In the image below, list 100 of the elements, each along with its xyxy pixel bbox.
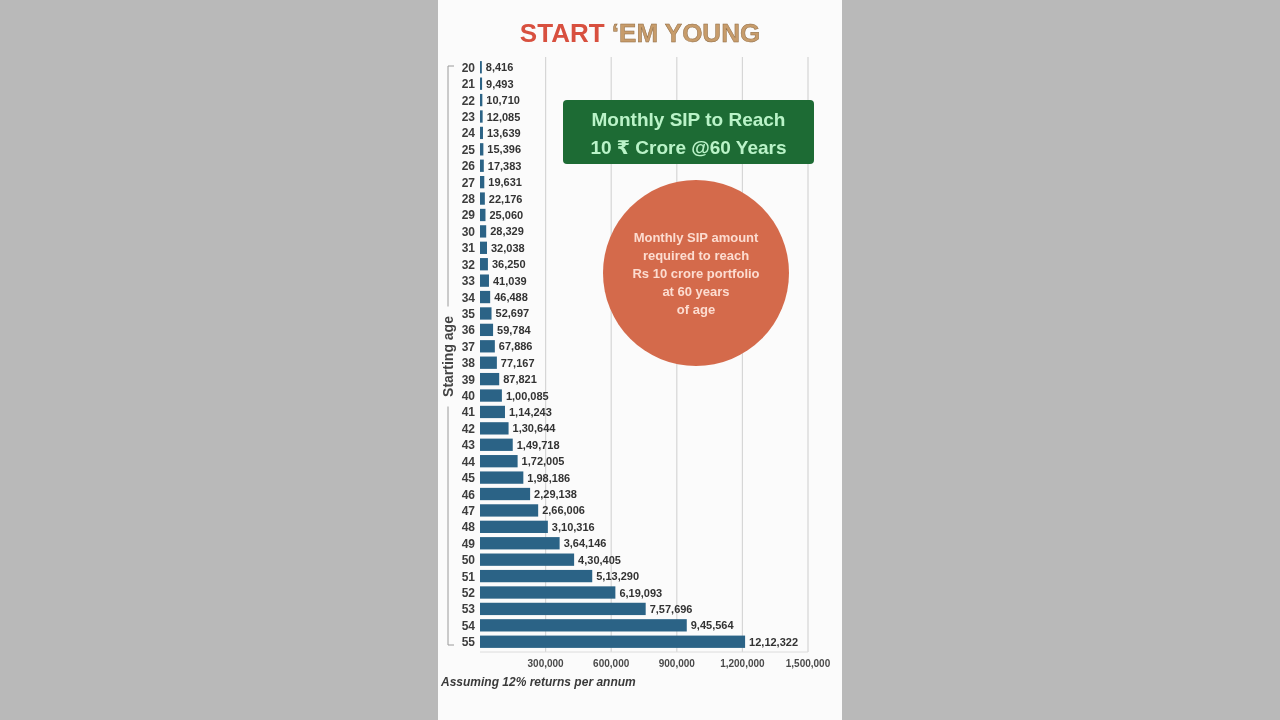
y-tick-label: 36 xyxy=(461,323,476,338)
x-tick-label: 1,500,000 xyxy=(785,658,831,669)
bar xyxy=(480,553,575,566)
bar xyxy=(480,307,492,320)
y-tick-label: 26 xyxy=(461,159,476,174)
data-label: 3,10,316 xyxy=(551,520,595,533)
y-tick-label: 43 xyxy=(461,438,476,453)
y-tick-label: 53 xyxy=(461,602,476,617)
y-tick-label: 51 xyxy=(461,569,476,584)
data-label: 77,167 xyxy=(500,356,535,369)
bar xyxy=(480,520,548,533)
data-label: 67,886 xyxy=(498,340,533,353)
y-tick-label: 49 xyxy=(461,536,476,551)
data-label: 13,639 xyxy=(486,126,521,139)
bar xyxy=(480,487,531,501)
data-label: 3,64,146 xyxy=(563,537,607,550)
annotation: Monthly SIP amount required to reach Rs 10 crore portfolio at 60 years of age xyxy=(632,230,760,317)
x-tick-label: 300,000 xyxy=(527,658,565,669)
y-tick-label: 40 xyxy=(461,389,476,404)
y-tick-label: 37 xyxy=(461,339,476,354)
text: Monthly SIP to Reach 10 ₹ Crore @60 Years xyxy=(590,109,787,158)
y-tick-label: 25 xyxy=(461,142,476,157)
y-tick-label: 38 xyxy=(461,356,476,371)
bar xyxy=(480,110,483,123)
y-tick-label: 50 xyxy=(461,553,476,568)
bar xyxy=(480,372,500,386)
x-tick-label: 600,000 xyxy=(593,658,630,669)
data-label: 41,039 xyxy=(492,274,527,287)
y-tick-label: 42 xyxy=(461,421,476,436)
data-label: 2,66,006 xyxy=(542,504,585,517)
data-label: 22,176 xyxy=(488,192,523,205)
data-label: 12,085 xyxy=(486,110,521,123)
y-tick-label: 23 xyxy=(461,110,476,124)
chart-title: START ‘EM YOUNG xyxy=(519,18,761,48)
bar xyxy=(480,504,539,517)
data-label: 6,19,093 xyxy=(619,586,663,599)
y-tick-label: 44 xyxy=(461,454,476,469)
bar xyxy=(480,389,502,402)
data-label: 28,329 xyxy=(490,225,524,238)
y-tick-label: 34 xyxy=(461,290,476,305)
data-label: 8,416 xyxy=(485,61,514,74)
y-tick-label: 45 xyxy=(461,471,476,486)
data-label: 1,72,005 xyxy=(521,455,565,468)
bar xyxy=(480,422,509,435)
y-axis-title: Starting age xyxy=(440,315,456,397)
bar xyxy=(480,586,616,599)
y-tick-label: 48 xyxy=(461,520,476,535)
y-tick-label: 21 xyxy=(461,77,476,92)
bar xyxy=(480,619,687,632)
y-tick-label: 54 xyxy=(461,618,476,633)
y-tick-label: 22 xyxy=(461,93,476,108)
y-tick-label: 52 xyxy=(461,586,476,600)
bar xyxy=(480,635,746,648)
bar xyxy=(480,356,497,369)
bar xyxy=(480,537,560,550)
data-label: 15,396 xyxy=(487,143,522,156)
bar xyxy=(480,192,485,205)
bar xyxy=(480,274,489,287)
data-label: 87,821 xyxy=(503,373,537,386)
data-label: 32,038 xyxy=(491,241,525,254)
data-label: 1,00,085 xyxy=(505,389,549,402)
text: Assuming 12% returns per annum xyxy=(440,675,637,689)
bar xyxy=(480,323,494,337)
data-label: 9,45,564 xyxy=(690,619,735,632)
bar xyxy=(480,225,487,238)
bar xyxy=(480,602,646,616)
y-tick-label: 35 xyxy=(461,306,476,321)
y-tick-label: 47 xyxy=(461,503,476,518)
y-tick-label: 29 xyxy=(461,208,476,223)
data-label: 19,631 xyxy=(488,176,522,189)
y-tick-label: 32 xyxy=(461,257,476,272)
bar xyxy=(480,258,488,271)
y-tick-label: 41 xyxy=(461,405,476,420)
data-label: 1,30,644 xyxy=(512,422,557,435)
x-tick-label: 900,000 xyxy=(658,658,696,669)
data-label: 36,250 xyxy=(491,258,526,271)
y-tick-label: 27 xyxy=(461,175,476,190)
y-tick-label: 28 xyxy=(461,192,476,207)
bar xyxy=(480,405,505,419)
data-label: 1,14,243 xyxy=(508,405,552,418)
y-tick-label: 46 xyxy=(461,487,476,502)
bar xyxy=(480,340,495,353)
bar xyxy=(480,290,491,304)
bar xyxy=(480,77,483,90)
data-label: 17,383 xyxy=(487,159,522,172)
data-label: 2,29,138 xyxy=(534,488,577,501)
bar xyxy=(480,159,484,172)
y-tick-label: 20 xyxy=(461,60,476,75)
data-label: 46,488 xyxy=(494,291,528,304)
data-label: 52,697 xyxy=(495,307,530,320)
y-tick-label: 39 xyxy=(461,372,476,387)
y-tick-label: 55 xyxy=(461,635,476,650)
bar xyxy=(480,208,486,222)
y-tick-label: 33 xyxy=(461,274,476,289)
bar xyxy=(480,438,513,451)
y-tick-label: 24 xyxy=(461,126,476,141)
data-label: 7,57,696 xyxy=(649,602,693,615)
data-label: 25,060 xyxy=(489,208,524,221)
data-label: 5,13,290 xyxy=(596,570,640,583)
data-label: 4,30,405 xyxy=(578,553,621,566)
